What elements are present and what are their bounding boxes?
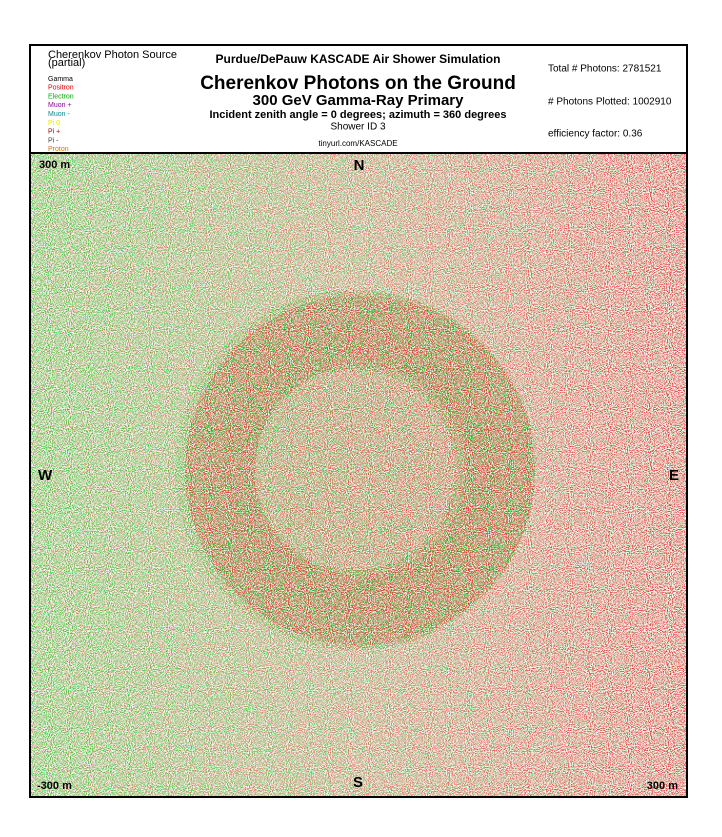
legend-entry: Pi -	[48, 137, 59, 144]
legend-entry: Pi 0	[48, 120, 60, 127]
subtitle: 300 GeV Gamma-Ray Primary	[253, 92, 465, 109]
legend-entry: Muon +	[48, 102, 72, 109]
east: E	[669, 467, 679, 484]
south: S	[353, 774, 363, 791]
west: W	[38, 467, 53, 484]
legend-entry: Electron	[48, 93, 74, 100]
total-photons: Total # Photons: 2781521	[548, 64, 662, 75]
top-left-scale: 300 m	[39, 159, 70, 171]
frame	[29, 44, 688, 798]
north: N	[354, 157, 365, 174]
source-subtitle: (partial)	[48, 57, 85, 69]
plotted-photons: # Photons Plotted: 1002910	[548, 97, 672, 108]
legend-entry: Proton	[48, 146, 69, 153]
shower-id: Shower ID 3	[330, 122, 385, 133]
photon-cloud	[31, 154, 686, 796]
legend-entry: Gamma	[48, 76, 73, 83]
source-title: Cherenkov Photon Source	[48, 49, 177, 61]
url: tinyurl.com/KASCADE	[318, 139, 397, 148]
bottom-right-scale: 300 m	[647, 780, 678, 792]
legend-entry: Muon -	[48, 111, 70, 118]
angles: Incident zenith angle = 0 degrees; azimu…	[209, 109, 506, 121]
efficiency: efficiency factor: 0.36	[548, 129, 643, 140]
org: Purdue/DePauw KASCADE Air Shower Simulat…	[216, 52, 501, 66]
legend-entry: Pi +	[48, 129, 60, 136]
title: Cherenkov Photons on the Ground	[200, 73, 516, 94]
legend-entry: Positron	[48, 85, 74, 92]
bottom-left-scale: -300 m	[37, 780, 72, 792]
